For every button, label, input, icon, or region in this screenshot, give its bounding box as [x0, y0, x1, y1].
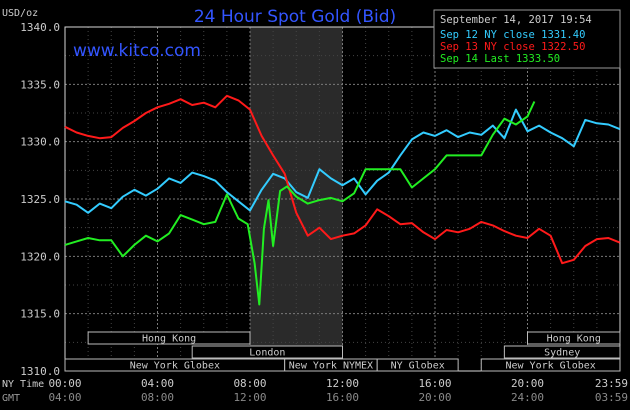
chart-title: 24 Hour Spot Gold (Bid) — [194, 7, 396, 27]
legend-box: September 14, 2017 19:54 Sep 12 NY close… — [433, 9, 621, 69]
session-label: New York Globex — [505, 361, 595, 372]
session-bar — [527, 331, 621, 345]
x-tick-label-gmt: 24:00 — [511, 391, 544, 404]
y-tick-label: 1325.0 — [20, 193, 60, 206]
y-tick-label: 1340.0 — [20, 21, 60, 34]
session-label: NY Globex — [391, 361, 445, 372]
series-line-2 — [64, 94, 621, 265]
x-tick-label-ny: 16:00 — [418, 377, 451, 390]
session-bar — [87, 331, 251, 345]
x-tick-label-gmt: 20:00 — [418, 391, 451, 404]
x-tick-label-gmt: 04:00 — [48, 391, 81, 404]
kitco-watermark: www.kitco.com — [73, 41, 201, 61]
legend-timestamp: September 14, 2017 19:54 — [440, 14, 592, 26]
y-tick-label: 1335.0 — [20, 78, 60, 91]
y-tick-label: 1315.0 — [20, 308, 60, 321]
unit-label: USD/oz — [2, 8, 38, 19]
x-tick-label-ny: 20:00 — [511, 377, 544, 390]
session-bar — [191, 345, 343, 359]
session-label: New York Globex — [130, 361, 220, 372]
session-label: Hong Kong — [547, 334, 601, 345]
series-line-1 — [64, 108, 621, 214]
x-tick-label-gmt: 12:00 — [233, 391, 266, 404]
session-label: Hong Kong — [142, 334, 196, 345]
session-bar — [503, 345, 621, 359]
y-tick-label: 1320.0 — [20, 250, 60, 263]
session-label: New York NYMEX — [289, 361, 373, 372]
x-tick-label-ny: 04:00 — [141, 377, 174, 390]
gmt-label: GMT — [2, 393, 20, 404]
x-tick-label-ny: 12:00 — [326, 377, 359, 390]
series-line-3 — [64, 101, 536, 306]
x-tick-label-ny: 00:00 — [48, 377, 81, 390]
legend-entry-sep13: Sep 13 NY close 1322.50 — [440, 41, 585, 53]
x-tick-label-gmt: 16:00 — [326, 391, 359, 404]
session-label: London — [249, 348, 285, 359]
session-bar — [480, 358, 621, 372]
x-tick-label-ny: 08:00 — [233, 377, 266, 390]
y-tick-label: 1330.0 — [20, 136, 60, 149]
session-label: Sydney — [544, 348, 580, 359]
x-tick-label-gmt: 08:00 — [141, 391, 174, 404]
session-bar — [376, 358, 459, 372]
x-tick-label-ny: 23:59 — [595, 377, 628, 390]
legend-entry-sep14: Sep 14 Last 1333.50 — [440, 53, 560, 65]
y-tick-label: 1310.0 — [20, 365, 60, 378]
legend-entry-sep12: Sep 12 NY close 1331.40 — [440, 29, 585, 41]
ny-time-label: NY Time — [2, 379, 44, 390]
x-tick-label-gmt: 03:59 — [595, 391, 628, 404]
